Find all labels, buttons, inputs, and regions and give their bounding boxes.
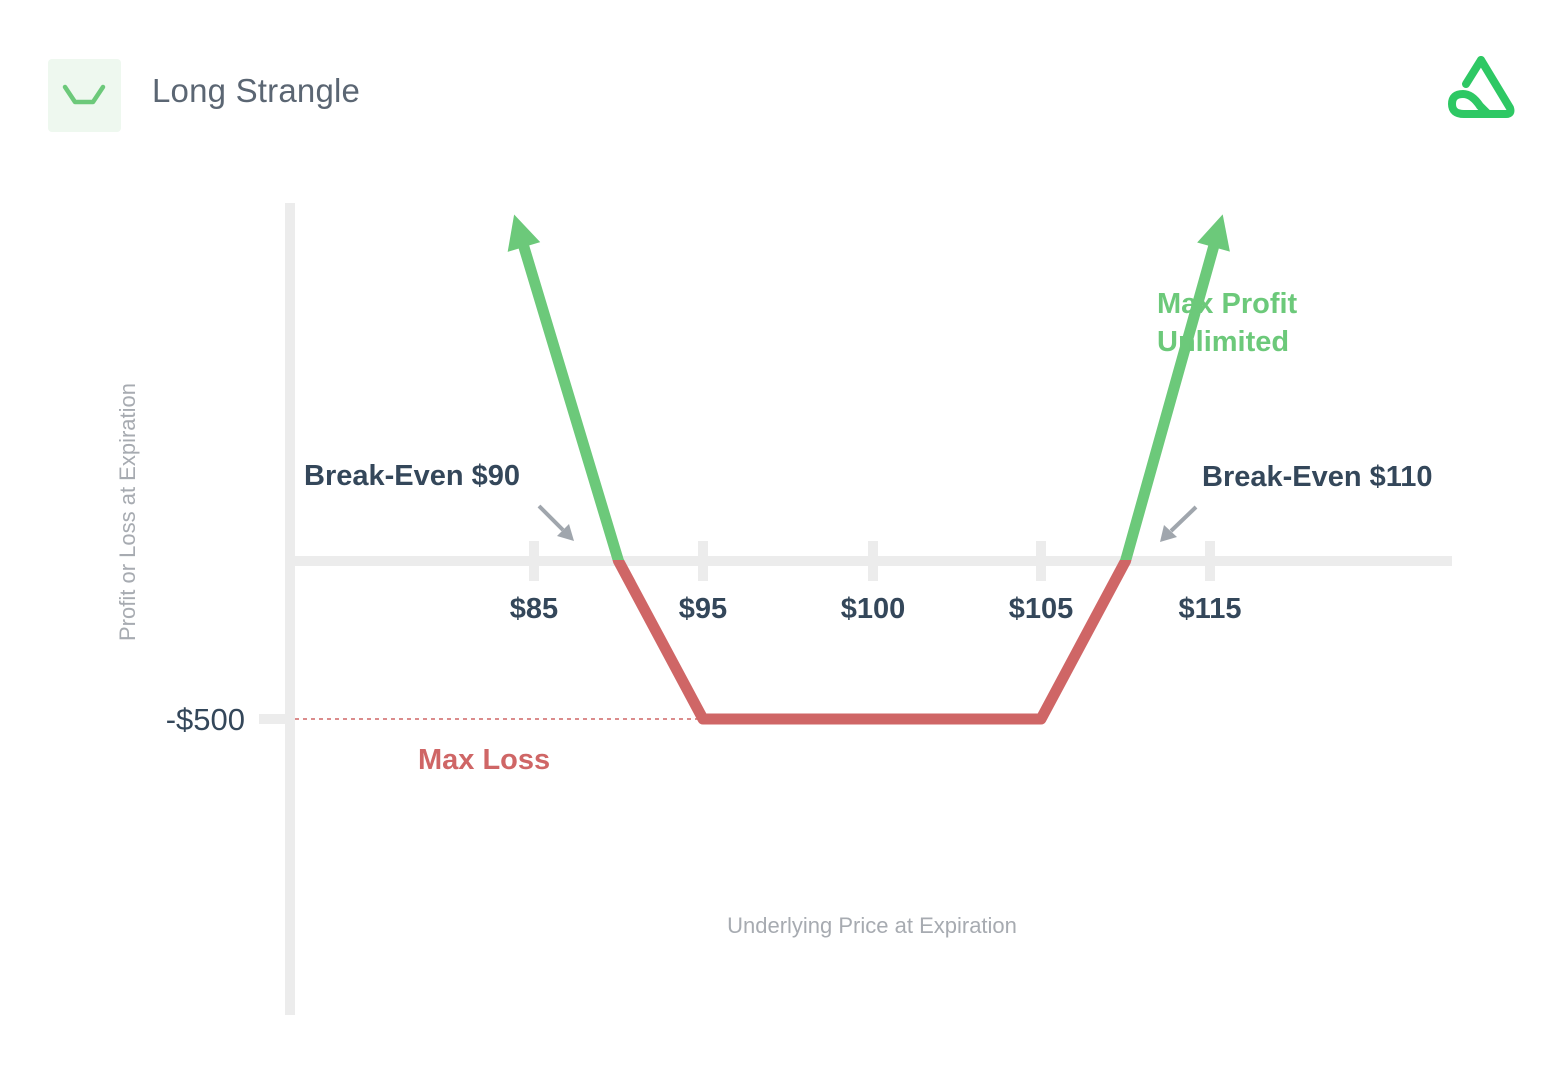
annotation-max-loss: Max Loss [418, 744, 550, 776]
brand-logo-icon [1448, 56, 1515, 118]
break-even-pointer-right-icon [1160, 505, 1198, 542]
payoff-line-loss [612, 560, 1132, 725]
page-title: Long Strangle [152, 72, 361, 109]
annotation-max-profit: Max Profit [1157, 288, 1298, 320]
x-tick-label: $105 [1009, 593, 1074, 625]
x-tick-label: $100 [841, 593, 906, 625]
x-axis-label: Underlying Price at Expiration [727, 913, 1017, 938]
profit-arrowhead-left [507, 214, 541, 252]
y-axis-label: Profit or Loss at Expiration [115, 383, 140, 641]
strangle-payoff-icon [62, 84, 106, 105]
y-tick-label: -$500 [166, 702, 245, 737]
x-tick-label: $115 [1179, 593, 1242, 625]
break-even-pointer-left-icon [537, 504, 574, 541]
annotation-break-even-right: Break-Even $110 [1202, 461, 1433, 493]
strategy-icon-badge [48, 59, 121, 132]
annotation-unlimited: Unlimited [1157, 326, 1289, 358]
x-tick-label: $95 [679, 593, 727, 625]
annotation-break-even-left: Break-Even $90 [304, 460, 520, 492]
x-tick-label: $85 [510, 593, 558, 625]
payoff-line-profit [515, 233, 1223, 560]
profit-arrowhead-right [1197, 214, 1230, 252]
